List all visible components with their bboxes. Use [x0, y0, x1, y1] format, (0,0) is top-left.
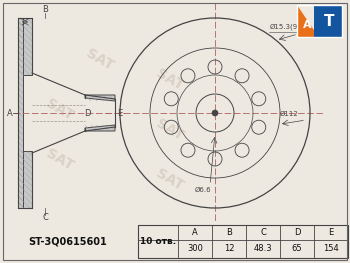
Polygon shape — [18, 18, 23, 208]
Bar — [314, 5, 342, 37]
Text: 154: 154 — [323, 244, 339, 254]
Polygon shape — [18, 18, 32, 75]
Text: SAT: SAT — [154, 67, 186, 93]
Text: SAT: SAT — [84, 47, 116, 73]
Text: A: A — [7, 109, 13, 118]
Text: 10 отв.: 10 отв. — [140, 237, 176, 246]
Text: 65: 65 — [292, 244, 302, 254]
Text: C: C — [42, 214, 48, 222]
Text: Ø112: Ø112 — [280, 111, 299, 117]
Text: SAT: SAT — [154, 117, 186, 143]
Text: T: T — [324, 13, 335, 28]
Text: E: E — [117, 109, 122, 118]
Text: ST-3Q0615601: ST-3Q0615601 — [29, 236, 107, 246]
Text: SAT: SAT — [44, 97, 76, 123]
Text: 300: 300 — [187, 244, 203, 254]
Circle shape — [212, 110, 218, 116]
Text: Ø6.6: Ø6.6 — [195, 187, 212, 193]
Text: D: D — [84, 109, 90, 118]
Text: 12: 12 — [224, 244, 234, 254]
Text: D: D — [294, 228, 300, 237]
Polygon shape — [297, 5, 318, 37]
Polygon shape — [85, 95, 115, 101]
Polygon shape — [85, 125, 115, 131]
Text: B: B — [226, 228, 232, 237]
Text: A: A — [303, 20, 311, 30]
Text: C: C — [260, 228, 266, 237]
Text: E: E — [328, 228, 334, 237]
Polygon shape — [18, 151, 32, 208]
Text: 48.3: 48.3 — [254, 244, 272, 254]
Bar — [297, 5, 342, 37]
Text: SAT: SAT — [154, 167, 186, 193]
Text: Ø15.3(9): Ø15.3(9) — [270, 23, 301, 29]
Text: SAT: SAT — [44, 147, 76, 173]
Text: A: A — [192, 228, 198, 237]
Bar — [138, 225, 348, 258]
Text: B: B — [42, 6, 48, 14]
